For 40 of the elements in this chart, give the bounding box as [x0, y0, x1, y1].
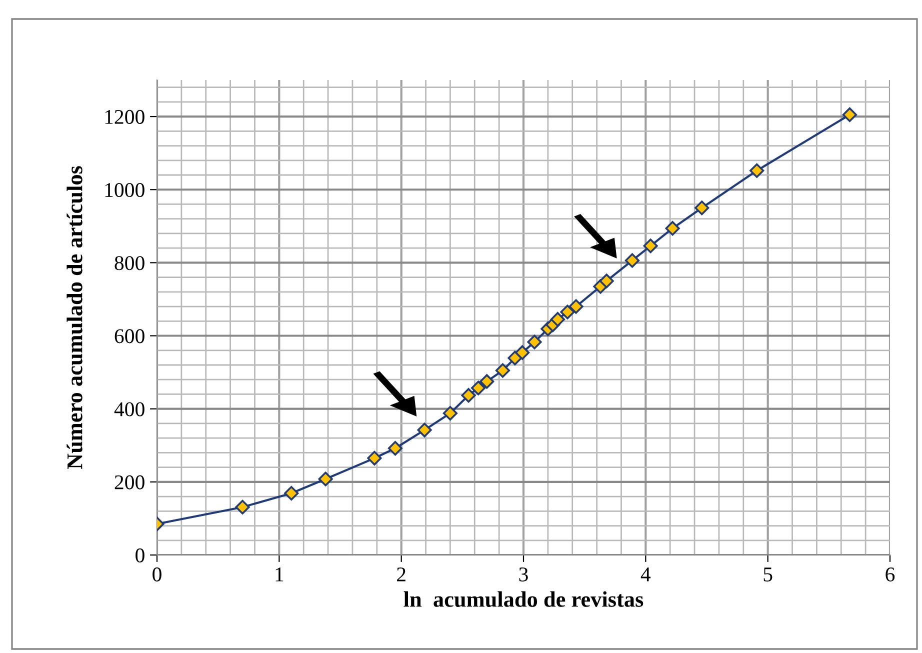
point	[527, 334, 542, 350]
point	[284, 486, 299, 501]
point	[495, 363, 510, 378]
x-axis-title: ln acumulado de revistas	[404, 591, 644, 607]
point	[568, 299, 584, 314]
point	[388, 441, 403, 456]
point	[417, 422, 432, 438]
y-tick-label: 800	[114, 256, 144, 270]
point	[550, 312, 565, 327]
y-tick-label: 1200	[105, 110, 144, 124]
x-tick-label: 4	[640, 568, 651, 582]
x-tick-label: 1	[276, 568, 284, 582]
y-tick-label: 400	[114, 402, 144, 416]
point	[235, 500, 250, 514]
y-tick-label: 0	[136, 548, 144, 562]
point	[599, 274, 614, 288]
point	[560, 304, 575, 320]
x-tick-label: 5	[764, 568, 772, 582]
y-tick-label: 600	[114, 329, 144, 344]
point	[318, 472, 333, 486]
point	[643, 238, 658, 254]
point	[750, 163, 764, 178]
point	[694, 200, 710, 216]
point	[442, 406, 458, 421]
x-tick-label: 2	[397, 567, 406, 582]
point	[480, 374, 494, 389]
point	[508, 350, 522, 366]
point	[624, 253, 640, 268]
y-tick-label: 200	[114, 475, 144, 490]
y-tick-label: 1000	[105, 182, 144, 198]
y-axis-title: Número acumulado de artículos	[66, 166, 82, 470]
point	[514, 345, 530, 360]
point	[461, 388, 476, 403]
x-tick-label: 3	[519, 567, 528, 582]
point	[471, 380, 486, 396]
point	[367, 450, 382, 466]
point	[842, 107, 857, 122]
x-tick-label: 0	[152, 567, 162, 582]
x-tick-label: 6	[886, 567, 895, 582]
point	[665, 221, 680, 236]
